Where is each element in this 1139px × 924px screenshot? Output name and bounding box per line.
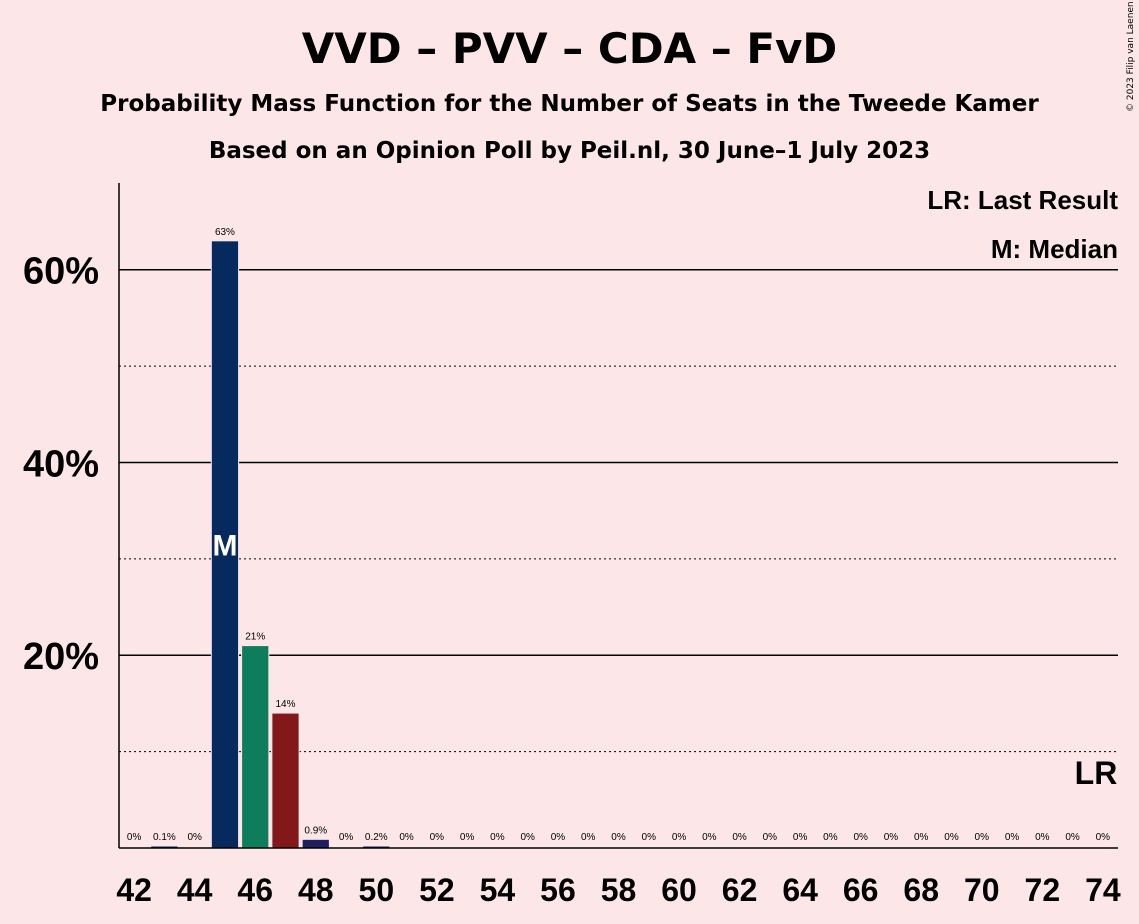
- bar-seat-47: [271, 712, 300, 849]
- y-tick-label: 60%: [23, 251, 99, 293]
- x-tick-label: 48: [298, 872, 334, 908]
- x-tick-label: 74: [1085, 872, 1121, 908]
- last-result-marker: LR: [1075, 755, 1118, 791]
- bar-value-label: 0%: [884, 832, 899, 843]
- poll-note: Based on an Opinion Poll by Peil.nl, 30 …: [208, 138, 931, 164]
- x-tick-label: 50: [359, 872, 395, 908]
- bar-value-label: 21%: [245, 632, 265, 643]
- x-tick-labels: 42 44 46 48 50 52 54 56 58 60 62 64 66 68 70 72 74: [116, 872, 1121, 908]
- bar-value-label: 0%: [1005, 832, 1020, 843]
- bar-value-label: 0%: [581, 832, 596, 843]
- legend-last-result: LR: Last Result: [927, 185, 1118, 215]
- y-tick-label: 40%: [23, 443, 99, 485]
- bar-value-label: 0%: [853, 832, 868, 843]
- bar-value-label: 0%: [1035, 832, 1050, 843]
- legend-median: M: Median: [991, 234, 1118, 264]
- bar-value-label: 0%: [611, 832, 626, 843]
- bar-value-label: 0.1%: [153, 832, 176, 843]
- bar-value-label: 0%: [1096, 832, 1111, 843]
- bar-value-label: 0%: [823, 832, 838, 843]
- x-tick-label: 66: [843, 872, 879, 908]
- y-tick-label: 20%: [23, 636, 99, 678]
- bar-seat-45: [210, 240, 240, 849]
- bar-value-label: 0%: [763, 832, 778, 843]
- bar-value-label: 0.9%: [304, 825, 327, 836]
- x-tick-label: 42: [116, 872, 152, 908]
- bar-value-labels: 0% 0.1% 0% 63% 21% 14% 0.9% 0% 0.2% 0% 0% 0% 0% 0% 0% 0…: [127, 227, 1110, 843]
- bar-value-label: 0%: [944, 832, 959, 843]
- bar-value-label: 0%: [642, 832, 657, 843]
- bar-value-label: 0%: [399, 832, 414, 843]
- x-tick-label: 46: [237, 872, 273, 908]
- x-tick-label: 54: [480, 872, 516, 908]
- x-tick-label: 44: [177, 872, 213, 908]
- bar-value-label: 0%: [793, 832, 808, 843]
- bar-value-label: 0%: [460, 832, 475, 843]
- x-tick-label: 58: [601, 872, 637, 908]
- bar-value-label: 63%: [215, 227, 235, 238]
- x-tick-label: 64: [782, 872, 818, 908]
- y-tick-labels: 20% 40% 60%: [23, 251, 99, 679]
- bar-value-label: 0%: [975, 832, 990, 843]
- bar-value-label: 14%: [275, 699, 295, 710]
- bar-value-label: 0%: [732, 832, 747, 843]
- x-tick-label: 60: [661, 872, 697, 908]
- bar-value-label: 0%: [702, 832, 717, 843]
- bar-value-label: 0%: [490, 832, 505, 843]
- x-tick-label: 72: [1025, 872, 1061, 908]
- bar-value-label: 0%: [672, 832, 687, 843]
- bar-value-label: 0%: [127, 832, 142, 843]
- x-tick-label: 62: [722, 872, 758, 908]
- bar-value-label: 0.2%: [365, 832, 388, 843]
- chart-title: VVD – PVV – CDA – FvD: [301, 24, 838, 73]
- x-tick-label: 56: [540, 872, 576, 908]
- bar-value-label: 0%: [430, 832, 445, 843]
- bar-value-label: 0%: [339, 832, 354, 843]
- x-tick-label: 70: [964, 872, 1000, 908]
- x-tick-label: 68: [903, 872, 939, 908]
- x-tick-label: 52: [419, 872, 455, 908]
- bar-value-label: 0%: [1065, 832, 1080, 843]
- bar-seat-48: [301, 838, 330, 849]
- median-marker: M: [212, 529, 237, 562]
- bar-series: [150, 240, 391, 849]
- chart-subtitle: Probability Mass Function for the Number…: [100, 91, 1039, 117]
- bar-value-label: 0%: [187, 832, 202, 843]
- bar-value-label: 0%: [914, 832, 929, 843]
- bar-value-label: 0%: [520, 832, 535, 843]
- bar-seat-46: [241, 645, 270, 849]
- bar-value-label: 0%: [551, 832, 566, 843]
